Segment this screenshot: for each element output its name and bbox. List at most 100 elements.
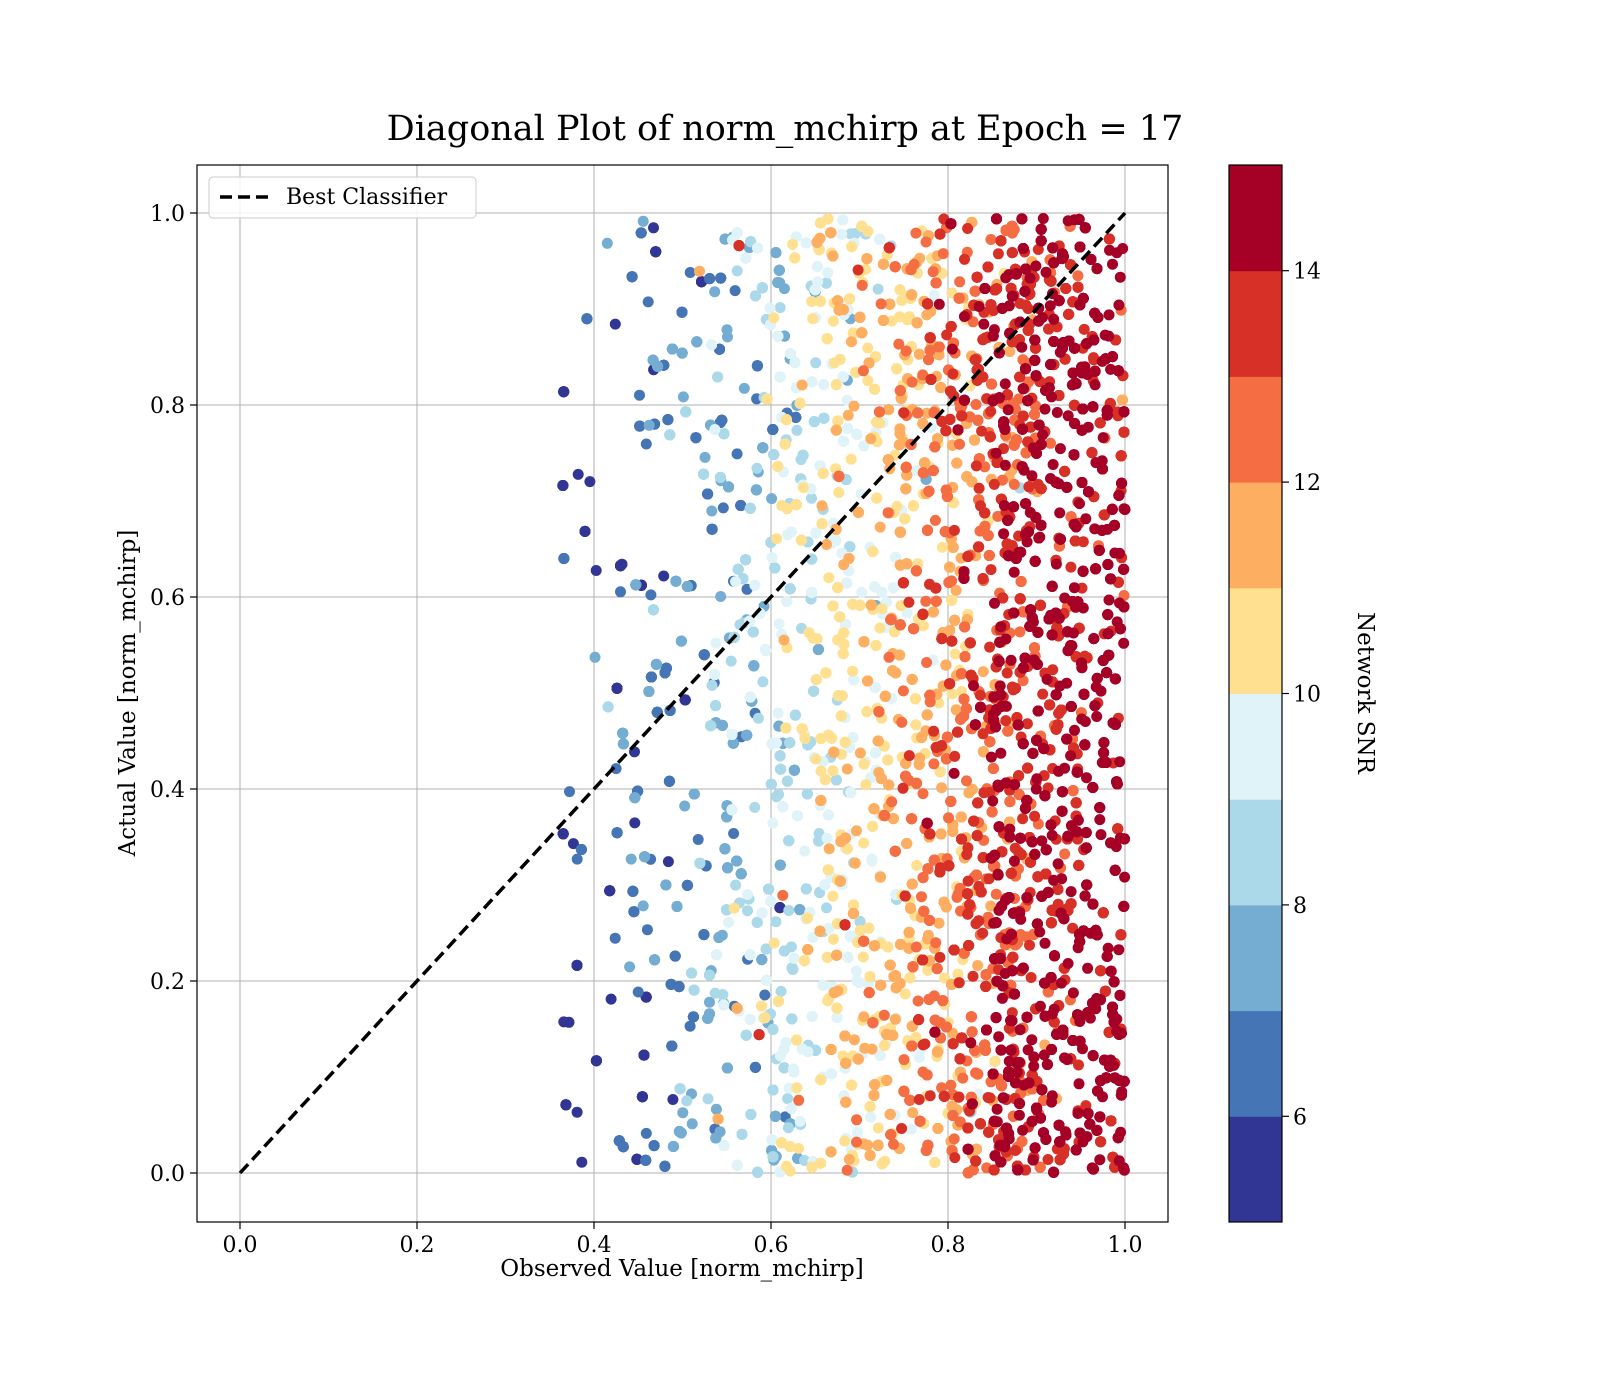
scatter-point (806, 296, 818, 307)
scatter-point (861, 706, 873, 718)
scatter-point (862, 1139, 874, 1151)
scatter-point (881, 1074, 893, 1086)
scatter-point (723, 481, 734, 493)
scatter-point (757, 676, 769, 688)
scatter-point (797, 482, 809, 494)
scatter-point (812, 644, 824, 655)
scatter-point (694, 265, 705, 277)
scatter-point (780, 414, 792, 426)
scatter-point (642, 296, 654, 308)
scatter-point (681, 1095, 693, 1107)
scatter-point (914, 752, 925, 764)
scatter-point (875, 773, 887, 785)
scatter-point (858, 837, 870, 849)
scatter-point (869, 383, 881, 395)
scatter-point (778, 945, 790, 957)
scatter-point (772, 788, 784, 800)
scatter-point (874, 233, 886, 245)
scatter-point (961, 775, 972, 787)
scatter-point (706, 523, 718, 535)
scatter-point (652, 360, 664, 372)
scatter-point (801, 788, 813, 800)
scatter-point (756, 907, 768, 919)
scatter-point (969, 434, 980, 446)
scatter-point (869, 940, 880, 952)
scatter-point (704, 996, 715, 1008)
scatter-point (866, 853, 878, 865)
scatter-point (768, 312, 780, 324)
scatter-point (666, 343, 678, 355)
scatter-point (630, 579, 642, 591)
scatter-point (725, 655, 737, 667)
scatter-point (799, 1154, 810, 1166)
scatter-point (769, 1110, 781, 1122)
scatter-point (862, 375, 874, 387)
scatter-point (874, 521, 886, 533)
scatter-point (899, 513, 911, 525)
scatter-point (815, 1074, 827, 1086)
scatter-point (640, 991, 652, 1003)
scatter-point (898, 1054, 910, 1066)
scatter-point (906, 376, 918, 388)
scatter-point (842, 423, 853, 434)
scatter-point (787, 963, 799, 975)
scatter-point (676, 306, 688, 318)
scatter-point (828, 987, 840, 999)
scatter-point (777, 889, 789, 901)
scatter-point (793, 1142, 805, 1154)
scatter-point (722, 331, 733, 343)
scatter-point (897, 685, 909, 697)
scatter-point (727, 737, 739, 749)
scatter-point (874, 1049, 886, 1061)
scatter-point (955, 811, 967, 823)
scatter-point (766, 552, 778, 564)
scatter-point (749, 801, 761, 813)
scatter-point (778, 634, 790, 646)
scatter-point (658, 570, 670, 582)
scatter-point (773, 995, 784, 1007)
scatter-point (774, 371, 786, 383)
scatter-point (744, 691, 756, 703)
scatter-point (875, 979, 887, 991)
scatter-point (1014, 626, 1026, 638)
scatter-point (806, 1011, 818, 1022)
scatter-point (769, 562, 781, 574)
scatter-point (832, 582, 844, 594)
scatter-point (767, 424, 779, 435)
scatter-point (713, 932, 725, 943)
scatter-point (909, 693, 921, 705)
scatter-point (629, 817, 641, 829)
scatter-point (767, 1084, 779, 1096)
scatter-point (774, 750, 786, 762)
scatter-point (766, 493, 778, 505)
scatter-point (916, 731, 928, 743)
scatter-point (843, 1153, 855, 1165)
scatter-point (940, 901, 952, 913)
scatter-point (706, 505, 718, 517)
scatter-point (752, 1166, 764, 1178)
scatter-point (773, 264, 785, 276)
scatter-point (637, 900, 649, 912)
scatter-point (935, 828, 947, 840)
scatter-point (828, 746, 840, 758)
scatter-point (767, 817, 779, 829)
scatter-point (830, 379, 842, 391)
scatter-point (831, 1002, 843, 1014)
scatter-point (750, 484, 762, 496)
scatter-point (815, 733, 827, 745)
scatter-point (839, 1135, 851, 1147)
scatter-point (796, 723, 808, 735)
scatter-point (738, 382, 750, 394)
scatter-point (888, 1138, 899, 1150)
scatter-point (679, 694, 691, 706)
scatter-point (865, 433, 877, 445)
scatter-point (848, 674, 860, 686)
scatter-point (864, 1101, 876, 1113)
scatter-point (715, 272, 727, 284)
scatter-point (817, 979, 829, 991)
scatter-point (794, 397, 806, 409)
scatter-point (781, 1160, 792, 1172)
scatter-point (813, 835, 825, 847)
scatter-point (744, 1013, 756, 1025)
scatter-point (851, 1114, 863, 1126)
